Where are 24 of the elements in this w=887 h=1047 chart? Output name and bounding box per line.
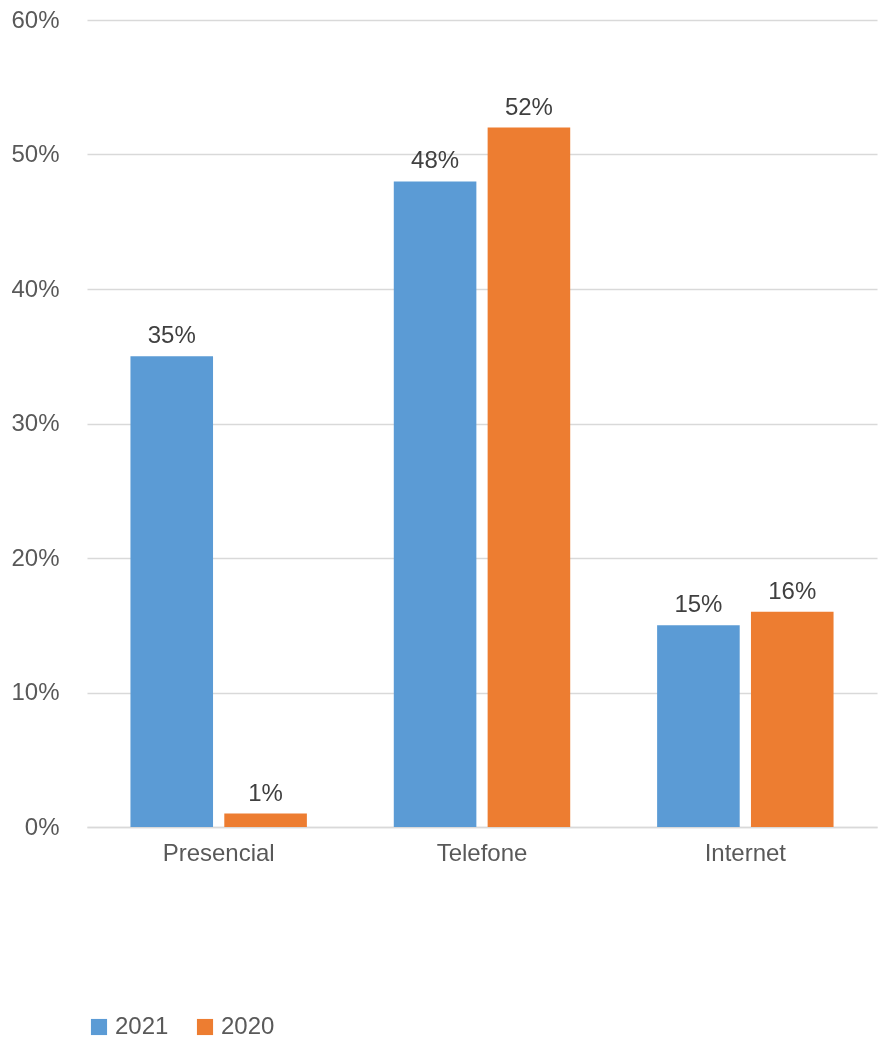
bar xyxy=(130,356,214,827)
data-label: 15% xyxy=(674,590,723,618)
bar xyxy=(224,813,307,827)
y-tick-label: 10% xyxy=(11,678,60,705)
bar xyxy=(393,181,477,827)
legend-label: 2020 xyxy=(221,1012,275,1039)
bar xyxy=(487,127,571,827)
y-tick-label: 20% xyxy=(11,543,60,571)
y-tick-label: 60% xyxy=(11,5,60,33)
y-tick-label: 0% xyxy=(24,812,60,840)
y-tick-label: 30% xyxy=(11,409,60,436)
bar xyxy=(657,625,740,827)
x-tick-label: Telefone xyxy=(436,838,528,866)
y-tick-label: 40% xyxy=(11,274,60,302)
bar xyxy=(750,611,834,827)
x-tick-label: Internet xyxy=(704,838,787,866)
data-label: 52% xyxy=(504,92,553,120)
data-label: 35% xyxy=(147,321,196,349)
data-label: 1% xyxy=(248,778,283,806)
y-tick-label: 50% xyxy=(11,140,60,167)
data-label: 48% xyxy=(411,146,460,174)
data-label: 16% xyxy=(768,576,817,604)
x-tick-label: Presencial xyxy=(162,838,275,866)
legend-label: 2021 xyxy=(115,1012,169,1039)
